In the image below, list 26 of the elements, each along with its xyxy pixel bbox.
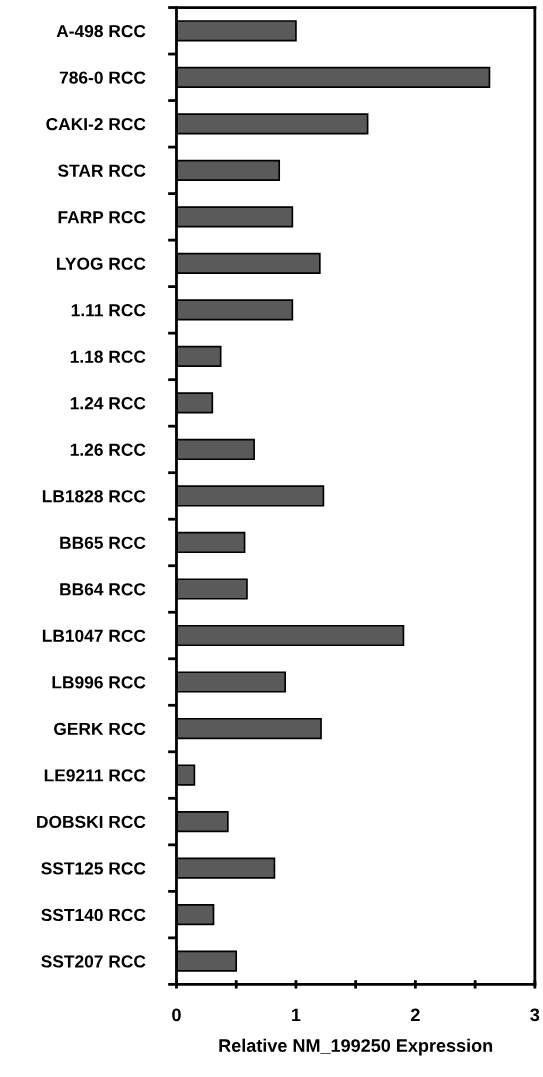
y-tick-label: CAKI-2 RCC (46, 118, 146, 131)
y-tick-label: GERK RCC (54, 722, 146, 735)
y-tick-label: 1.18 RCC (70, 350, 146, 363)
y-tick-label: SST125 RCC (41, 862, 146, 875)
y-tick-label: BB64 RCC (60, 583, 146, 596)
y-tick-label: 786-0 RCC (59, 71, 146, 84)
y-tick-label: LB996 RCC (52, 676, 146, 689)
y-tick-label: LB1047 RCC (42, 629, 146, 642)
y-tick-label: LE9211 RCC (44, 769, 146, 782)
x-axis-title: Relative NM_199250 Expression (219, 1038, 493, 1056)
y-tick-label: 1.11 RCC (71, 304, 146, 317)
y-tick-label: SST140 RCC (41, 908, 146, 922)
y-tick-label: STAR RCC (58, 164, 146, 177)
y-tick-label: SST207 RCC (41, 955, 146, 968)
x-tick-label: 2 (411, 1008, 420, 1022)
y-tick-label: DOBSKI RCC (37, 815, 146, 829)
y-tick-label: BB65 RCC (60, 536, 146, 549)
y-tick-label: LB1828 RCC (42, 490, 146, 503)
y-tick-label: 1.24 RCC (70, 397, 146, 410)
y-tick-label: FARP RCC (58, 211, 146, 224)
x-tick-label: 1 (292, 1008, 301, 1022)
y-tick-label: 1.26 RCC (70, 443, 146, 456)
x-tick-label: 3 (530, 1008, 540, 1022)
y-tick-label: A-498 RCC (56, 24, 146, 38)
y-tick-label: LYOG RCC (57, 257, 146, 270)
x-tick-label: 0 (172, 1008, 181, 1022)
